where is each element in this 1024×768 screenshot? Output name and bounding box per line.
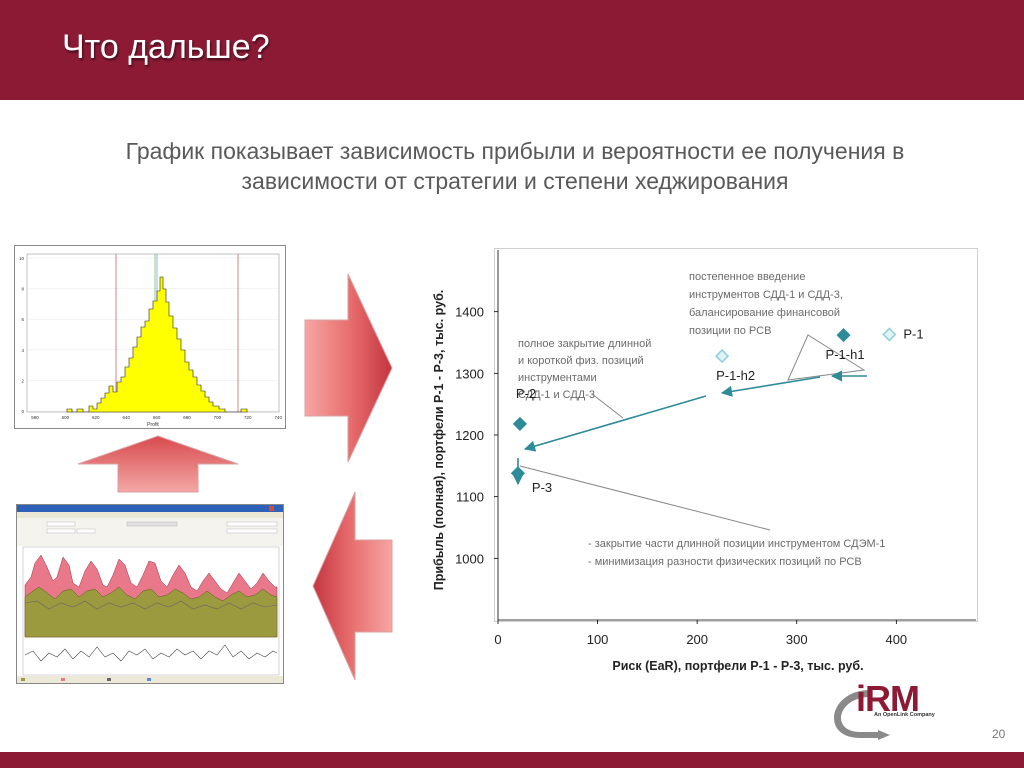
chart-point-marker xyxy=(836,328,851,343)
software-chart-grey-line xyxy=(24,600,278,610)
chart-point-label: Р-1-h1 xyxy=(826,347,865,362)
annotation-3-line-1: - закрытие части длинной позиции инструм… xyxy=(588,538,885,550)
annotation-1-line-2: инструментов СДД-1 и СДД-3, xyxy=(689,289,843,301)
histogram-x-tick-label: 600 xyxy=(62,415,70,420)
y-tick-label: 1400 xyxy=(455,305,484,320)
annotation-1: постепенное введение инструментов СДД-1 … xyxy=(689,271,843,337)
chart-axis-ticks xyxy=(494,311,897,624)
annotation-1-line-1: постепенное введение xyxy=(689,271,805,283)
annotation-1-line-4: позиции по РСВ xyxy=(689,325,771,337)
x-tick-label: 400 xyxy=(885,632,907,647)
chart-point-label: Р-1-h2 xyxy=(716,368,755,383)
histogram-thumbnail: 10 8 6 4 2 0 580 600 620 640 660 680 700 720 740 Prof… xyxy=(14,245,286,429)
annotation-2-line-1: полное закрытие длинной xyxy=(518,338,651,350)
histogram-x-tick-label: 720 xyxy=(244,415,252,420)
software-screenshot-thumbnail xyxy=(16,504,284,684)
chart-points: Р-1 Р-1-h1 Р-1-h2 Р-2 Р-3 xyxy=(510,326,924,495)
chart-point-marker xyxy=(715,349,730,364)
histogram-x-tick-label: 660 xyxy=(153,415,161,420)
annotation-1-callout xyxy=(787,334,866,381)
legend-swatch-4 xyxy=(147,678,151,681)
annotation-2-line-3: инструментами xyxy=(518,372,597,384)
chart-point-label: Р-3 xyxy=(532,480,552,495)
histogram-x-ticks: 580 600 620 640 660 680 700 720 740 xyxy=(31,415,282,420)
arrow-right xyxy=(304,273,393,463)
chart-x-tick-labels: 0 100 200 300 400 xyxy=(494,632,907,647)
transition-arrow-h2-to-p2 xyxy=(523,395,707,452)
chart-y-tick-labels: 1000 1100 1200 1300 1400 xyxy=(455,305,484,567)
histogram-x-label: Profit xyxy=(147,422,159,428)
histogram-y-tick-label: 2 xyxy=(21,378,24,383)
subtitle-line-1: График показывает зависимость прибыли и … xyxy=(125,138,905,164)
histogram-svg: 10 8 6 4 2 0 580 600 620 640 660 680 700 720 740 Prof… xyxy=(19,253,282,428)
header-bar: Что дальше? xyxy=(0,0,1024,100)
legend-swatch-3 xyxy=(107,678,111,681)
histogram-y-tick-label: 8 xyxy=(21,287,24,292)
legend-swatch-1 xyxy=(21,678,25,681)
annotation-2-line-4: СДД-1 и СДД-3 xyxy=(518,389,595,401)
toolbar-field-1 xyxy=(46,521,76,527)
software-screenshot-svg xyxy=(17,505,283,683)
logo-subtitle: An OpenLink Company xyxy=(874,712,935,718)
arrow-up xyxy=(77,435,239,493)
histogram-y-tick-label: 6 xyxy=(21,317,24,322)
histogram-x-tick-label: 640 xyxy=(122,415,130,420)
toolbar-field-3 xyxy=(76,528,96,534)
toolbar-buttons xyxy=(126,521,178,527)
window-menubar xyxy=(17,512,283,518)
legend-swatch-2 xyxy=(61,678,65,681)
page-title: Что дальше? xyxy=(62,28,270,66)
histogram-x-tick-label: 700 xyxy=(214,415,222,420)
histogram-x-tick-label: 680 xyxy=(183,415,191,420)
arrow-left xyxy=(312,491,393,681)
toolbar-field-2 xyxy=(46,528,76,534)
window-titlebar xyxy=(17,505,283,512)
irm-logo: iRM An OpenLink Company xyxy=(830,678,940,740)
software-chart-lower-line xyxy=(24,644,278,662)
chart-y-axis-label: Прибыль (полная), портфели Р-1 - Р-3, ты… xyxy=(432,290,446,591)
annotation-3: - закрытие части длинной позиции инструм… xyxy=(588,538,885,568)
chart-point-marker xyxy=(510,466,525,481)
chart-point-marker xyxy=(512,416,527,431)
footer-bar xyxy=(0,752,1024,768)
transition-arrow-h1-to-h2 xyxy=(720,376,821,397)
x-tick-label: 0 xyxy=(494,632,501,647)
histogram-y-ticks: 10 8 6 4 2 0 xyxy=(19,256,25,414)
slide-subtitle: График показывает зависимость прибыли и … xyxy=(70,136,960,196)
x-tick-label: 100 xyxy=(587,632,609,647)
logo-text: iRM xyxy=(856,678,920,719)
y-tick-label: 1000 xyxy=(455,551,484,566)
x-tick-label: 300 xyxy=(786,632,808,647)
page-number: 20 xyxy=(992,727,1006,741)
chart-point-marker xyxy=(882,327,897,342)
y-tick-label: 1100 xyxy=(456,490,484,505)
software-chart-olive-series xyxy=(24,586,278,638)
logo-swoosh-icon xyxy=(834,690,890,740)
annotation-3-line-2: - минимизация разности физических позици… xyxy=(588,556,862,568)
chart-point-label: Р-2 xyxy=(516,386,536,401)
window-close-icon xyxy=(269,506,274,511)
annotation-2: полное закрытие длинной и короткой физ. … xyxy=(518,338,651,401)
chart-point-label: Р-1 xyxy=(903,326,923,341)
chart-x-axis-label: Риск (EaR), портфели Р-1 - Р-3, тыс. руб… xyxy=(612,659,863,673)
histogram-y-tick-label: 0 xyxy=(21,409,24,414)
histogram-x-tick-label: 580 xyxy=(31,415,39,420)
annotation-3-pointer xyxy=(519,465,771,531)
histogram-bars xyxy=(66,276,248,413)
subtitle-line-2: зависимости от стратегии и степени хеджи… xyxy=(241,168,789,194)
y-tick-label: 1300 xyxy=(455,366,484,381)
histogram-y-tick-label: 4 xyxy=(21,348,24,353)
toolbar-date-to xyxy=(226,528,278,534)
histogram-x-tick-label: 620 xyxy=(92,415,100,420)
annotation-1-line-3: балансирование финансовой xyxy=(689,307,840,319)
y-tick-label: 1200 xyxy=(455,428,484,443)
histogram-y-tick-label: 10 xyxy=(19,256,25,261)
annotation-2-pointer xyxy=(591,393,624,419)
toolbar-date-from xyxy=(226,521,278,527)
histogram-x-tick-label: 740 xyxy=(274,415,282,420)
annotation-2-line-2: и короткой физ. позиций xyxy=(518,355,644,367)
x-tick-label: 200 xyxy=(686,632,708,647)
